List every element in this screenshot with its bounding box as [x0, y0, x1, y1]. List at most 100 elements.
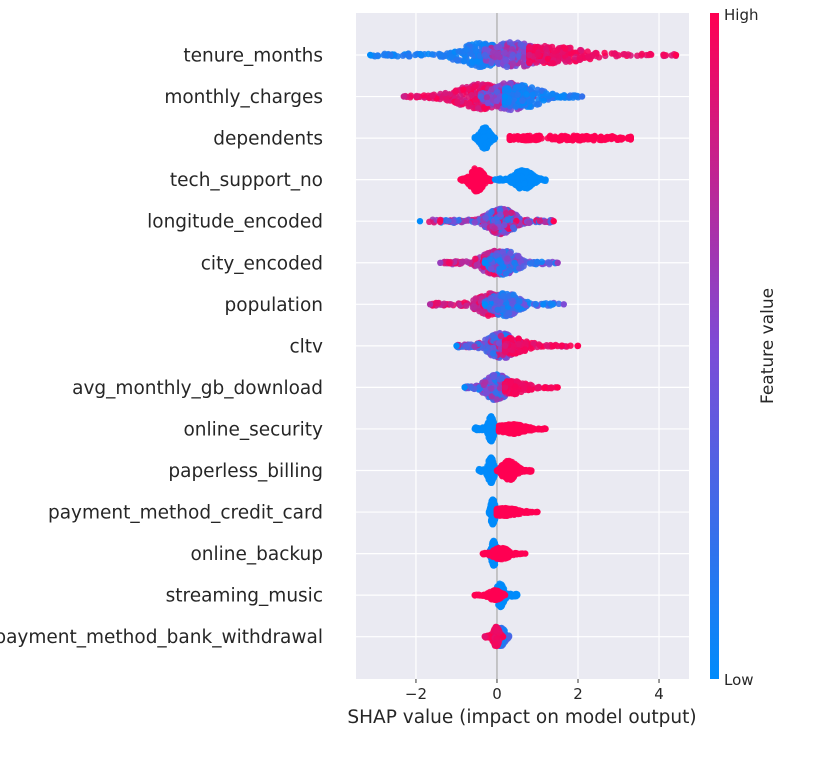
shap-point — [496, 265, 503, 273]
shap-point — [527, 424, 534, 431]
shap-point — [460, 86, 467, 93]
shap-point — [521, 180, 528, 188]
shap-point — [516, 348, 524, 355]
shap-point — [426, 218, 433, 225]
shap-point — [601, 49, 608, 57]
shap-point — [487, 294, 495, 302]
shap-point — [554, 259, 561, 266]
shap-point — [460, 57, 468, 65]
shap-point — [515, 182, 523, 189]
shap-point — [485, 312, 492, 319]
shap-point — [488, 208, 495, 216]
shap-point — [470, 177, 478, 184]
shap-point — [416, 218, 424, 225]
shap-point — [463, 302, 470, 309]
shap-point — [441, 300, 448, 307]
shap-point — [501, 49, 508, 56]
shap-point — [577, 47, 585, 54]
shap-point — [367, 51, 374, 59]
shap-point — [517, 421, 524, 429]
shap-point — [489, 332, 496, 339]
shap-point — [526, 260, 534, 267]
shap-point — [646, 50, 654, 58]
shap-point — [509, 224, 517, 231]
shap-point — [495, 340, 503, 347]
shap-point — [473, 58, 480, 65]
shap-point — [550, 47, 558, 55]
shap-point — [485, 426, 493, 433]
shap-point — [448, 53, 455, 61]
shap-point — [517, 41, 524, 48]
shap-point — [588, 134, 595, 142]
shap-point — [536, 217, 543, 224]
shap-point — [489, 350, 497, 357]
shap-point — [549, 60, 556, 67]
shap-point — [545, 259, 552, 266]
shap-point — [543, 90, 550, 97]
shap-point — [400, 93, 407, 100]
shap-point — [399, 52, 407, 59]
shap-point — [497, 177, 505, 184]
shap-point — [467, 383, 474, 391]
shap-point — [487, 385, 495, 392]
shap-point — [540, 97, 547, 104]
shap-point — [574, 342, 582, 349]
shap-point — [485, 138, 492, 146]
shap-point — [462, 217, 470, 224]
shap-point — [426, 301, 434, 308]
shap-point — [526, 44, 533, 51]
shap-point — [548, 385, 555, 392]
shap-point — [529, 91, 536, 99]
shap-point — [463, 258, 470, 265]
shap-point — [387, 51, 394, 59]
shap-point — [434, 300, 442, 307]
shap-point — [406, 53, 413, 60]
shap-point — [532, 136, 540, 144]
shap-point — [512, 383, 519, 390]
shap-point — [544, 55, 552, 63]
shap-point — [500, 292, 507, 300]
shap-point — [479, 426, 486, 433]
shap-point — [543, 342, 550, 349]
shap-point — [534, 258, 541, 266]
shap-point — [481, 259, 488, 266]
shap-point — [563, 136, 570, 144]
shap-point — [486, 432, 493, 439]
shap-point — [481, 46, 488, 53]
shap-point — [457, 176, 464, 183]
shap-point — [514, 91, 521, 98]
shap-point — [523, 91, 530, 98]
shap-point — [510, 291, 517, 298]
shap-point — [627, 134, 634, 142]
shap-point — [480, 381, 487, 388]
shap-point — [520, 54, 528, 61]
shap-point — [565, 57, 572, 64]
shap-point — [457, 93, 464, 100]
shap-point — [660, 51, 668, 59]
shap-point — [578, 93, 586, 100]
shap-point — [496, 43, 503, 50]
shap-point — [516, 134, 524, 142]
shap-point — [437, 51, 444, 58]
shap-point — [614, 136, 621, 143]
shap-point — [519, 97, 526, 105]
shap-point — [567, 50, 575, 57]
shap-point — [619, 135, 626, 142]
shap-point — [471, 425, 478, 433]
shap-point — [504, 216, 511, 223]
shap-point — [534, 43, 541, 51]
shap-point — [482, 214, 489, 221]
shap-point — [494, 51, 501, 58]
shap-point — [437, 259, 444, 266]
shap-point — [470, 297, 477, 304]
shap-point — [428, 51, 436, 58]
shap-point — [494, 306, 501, 313]
shap-point — [502, 57, 510, 64]
shap-point — [521, 49, 528, 56]
shap-point — [602, 135, 609, 142]
shap-point — [521, 167, 528, 175]
shap-point — [445, 259, 453, 266]
shap-point — [445, 217, 452, 225]
shap-point — [412, 51, 419, 59]
